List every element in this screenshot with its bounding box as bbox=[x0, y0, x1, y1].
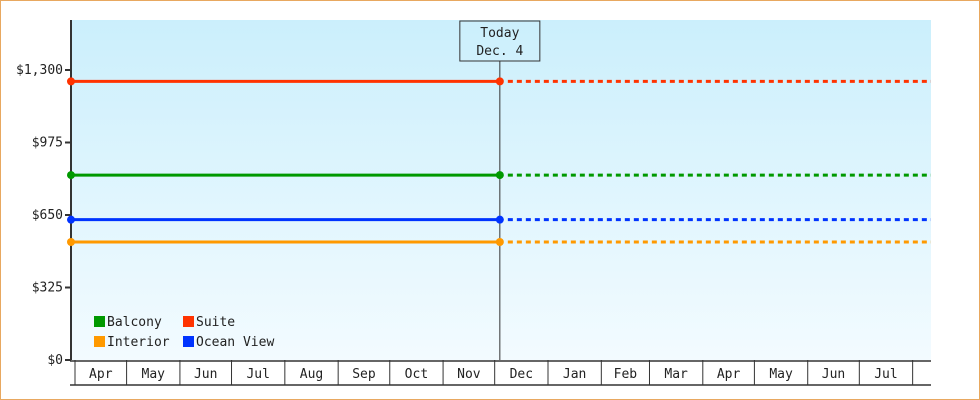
x-tick-label: Jul bbox=[874, 367, 897, 382]
today-box bbox=[459, 20, 541, 62]
x-tick-label: Apr bbox=[717, 367, 741, 382]
data-point bbox=[495, 215, 504, 224]
x-tick-label: Jun bbox=[822, 367, 845, 382]
x-tick-label: Nov bbox=[457, 367, 481, 382]
data-point bbox=[495, 171, 504, 180]
data-point bbox=[67, 215, 75, 224]
data-point bbox=[495, 237, 504, 246]
data-point bbox=[67, 171, 75, 180]
x-tick-label: Mar bbox=[664, 367, 688, 382]
legend-swatch bbox=[94, 336, 105, 347]
y-tick-label: $325 bbox=[32, 281, 63, 296]
x-tick-label: Feb bbox=[614, 367, 638, 382]
x-tick-label: May bbox=[142, 367, 166, 382]
x-tick-label: Jun bbox=[194, 367, 217, 382]
legend-swatch bbox=[183, 336, 194, 347]
x-tick-label: Sep bbox=[352, 367, 376, 382]
legend-label: Ocean View bbox=[196, 335, 274, 350]
x-tick-label: Jul bbox=[246, 367, 269, 382]
legend-label: Balcony bbox=[107, 315, 162, 330]
y-tick-label: $975 bbox=[32, 136, 63, 151]
legend-label: Interior bbox=[107, 335, 170, 350]
data-point bbox=[67, 77, 75, 86]
data-point bbox=[67, 237, 75, 246]
x-tick-label: Dec bbox=[510, 367, 533, 382]
y-tick-label: $1,300 bbox=[16, 63, 63, 78]
legend-label: Suite bbox=[196, 315, 235, 330]
x-tick-label: Apr bbox=[89, 367, 113, 382]
x-tick-label: Aug bbox=[300, 367, 323, 382]
x-tick-label: Jan bbox=[563, 367, 586, 382]
y-tick-label: $0 bbox=[47, 353, 63, 368]
legend-swatch bbox=[94, 316, 105, 327]
plot-area bbox=[70, 20, 931, 360]
x-tick-label: Oct bbox=[405, 367, 428, 382]
y-tick-label: $650 bbox=[32, 208, 63, 223]
today-label: Today bbox=[480, 26, 519, 41]
data-point bbox=[495, 77, 504, 86]
legend-swatch bbox=[183, 316, 194, 327]
today-date: Dec. 4 bbox=[476, 44, 523, 59]
x-tick-label: May bbox=[769, 367, 793, 382]
